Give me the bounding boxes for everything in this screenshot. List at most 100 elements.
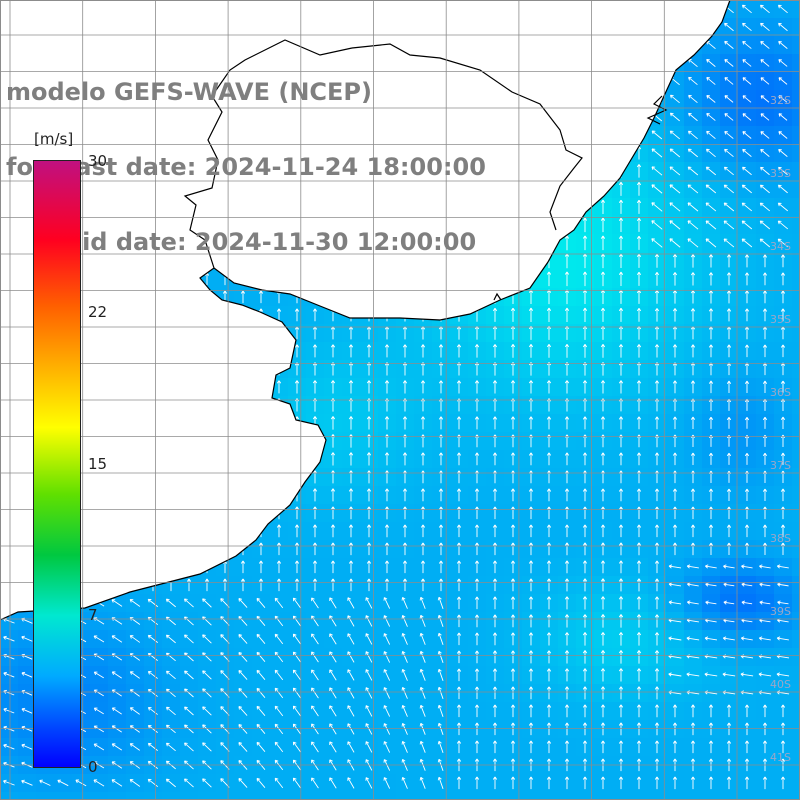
wind-arrow: [474, 560, 480, 574]
wind-arrow: [437, 614, 444, 627]
wind-arrow: [150, 452, 156, 466]
wind-arrow: [582, 344, 588, 358]
wind-speed-cell: [108, 396, 127, 415]
wind-arrow: [564, 56, 570, 70]
wind-arrow: [705, 4, 716, 14]
wind-speed-cell: [792, 396, 800, 415]
wind-arrow: [651, 184, 663, 194]
wind-arrow: [147, 598, 159, 608]
wind-arrow: [762, 398, 768, 411]
wind-arrow: [420, 524, 426, 538]
wind-arrow: [582, 524, 588, 538]
wind-arrow: [510, 488, 516, 502]
wind-arrow: [365, 669, 373, 681]
wind-arrow: [186, 452, 192, 466]
wind-arrow: [492, 181, 498, 196]
wind-arrow: [202, 634, 212, 644]
wind-speed-cell: [288, 0, 307, 19]
wind-speed-cell: [144, 378, 163, 397]
wind-arrow: [546, 632, 552, 646]
wind-arrow: [546, 20, 552, 34]
wind-speed-cell: [504, 36, 523, 55]
wind-arrow: [401, 632, 408, 645]
wind-arrow: [636, 181, 642, 196]
wind-speed-cell: [180, 432, 199, 451]
wind-speed-cell: [126, 432, 145, 451]
wind-speed-cell: [90, 540, 109, 559]
wind-speed-cell: [234, 432, 253, 451]
wind-speed-cell: [234, 0, 253, 19]
wind-speed-cell: [486, 90, 505, 109]
wind-arrow: [668, 672, 682, 677]
wind-arrow: [258, 344, 264, 358]
wind-arrow: [222, 380, 228, 394]
wind-arrow: [329, 741, 337, 753]
wind-arrow: [780, 380, 786, 394]
wind-arrow: [111, 599, 123, 607]
wind-arrow: [258, 542, 264, 556]
wind-speed-cell: [252, 486, 271, 505]
wind-speed-cell: [540, 216, 559, 235]
wind-speed-cell: [162, 504, 181, 523]
wind-arrow: [742, 77, 752, 85]
wind-speed-cell: [486, 54, 505, 73]
wind-speed-cell: [594, 36, 613, 55]
wind-speed-cell: [126, 306, 145, 325]
wind-arrow: [165, 634, 176, 644]
wind-speed-cell: [666, 0, 685, 19]
wind-arrow: [654, 308, 660, 322]
wind-arrow: [510, 524, 516, 538]
wind-arrow: [311, 741, 319, 753]
wind-arrow: [744, 290, 750, 304]
wind-speed-cell: [90, 432, 109, 451]
wind-speed-cell: [18, 792, 37, 800]
lat-label: 35S: [770, 313, 791, 326]
wind-arrow: [636, 74, 642, 88]
wind-arrow: [184, 688, 194, 698]
wind-arrow: [24, 452, 30, 466]
wind-arrow: [687, 202, 699, 212]
wind-arrow: [759, 238, 771, 248]
wind-arrow: [186, 380, 192, 394]
wind-arrow: [348, 488, 354, 502]
wind-arrow: [347, 723, 355, 735]
wind-arrow: [654, 380, 660, 394]
wind-arrow: [582, 38, 588, 52]
wind-speed-cell: [270, 468, 289, 487]
wind-speed-cell: [0, 504, 19, 523]
wind-speed-cell: [522, 792, 541, 800]
wind-arrow: [258, 2, 264, 16]
wind-speed-cell: [252, 342, 271, 361]
wind-arrow: [258, 488, 264, 502]
wind-arrow: [546, 776, 552, 790]
wind-arrow: [651, 22, 663, 32]
wind-arrow: [618, 722, 624, 736]
wind-speed-cell: [432, 792, 451, 800]
wind-speed-cell: [0, 594, 19, 613]
wind-arrow: [474, 650, 480, 664]
wind-arrow: [762, 524, 768, 538]
wind-arrow: [600, 344, 606, 358]
wind-arrow: [618, 650, 624, 664]
wind-arrow: [132, 578, 138, 592]
wind-speed-cell: [270, 360, 289, 379]
wind-arrow: [510, 416, 516, 430]
wind-arrow: [401, 740, 408, 753]
wind-arrow: [510, 74, 516, 88]
wind-speed-cell: [108, 540, 127, 559]
wind-arrow: [474, 416, 480, 430]
wind-speed-cell: [648, 18, 667, 37]
wind-arrow: [147, 634, 159, 643]
wind-arrow: [222, 578, 228, 592]
wind-speed-cell: [630, 90, 649, 109]
wind-arrow: [202, 670, 212, 680]
wind-arrow: [492, 668, 498, 682]
wind-arrow: [600, 92, 606, 106]
wind-arrow: [778, 95, 788, 103]
wind-arrow: [96, 416, 102, 430]
wind-arrow: [564, 506, 570, 520]
wind-speed-cell: [144, 432, 163, 451]
wind-arrow: [96, 506, 102, 520]
wind-arrow: [438, 524, 444, 538]
